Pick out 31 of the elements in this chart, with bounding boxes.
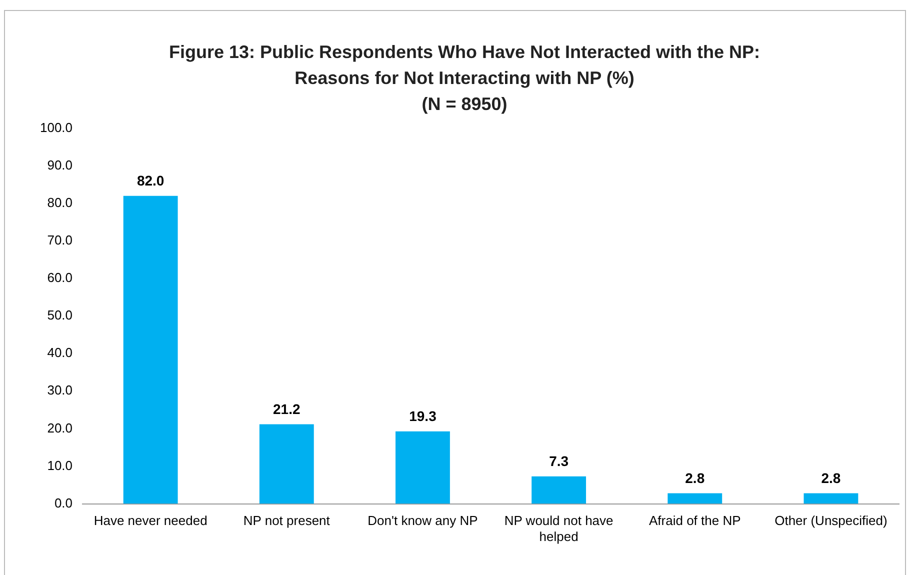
y-tick-label: 100.0 bbox=[40, 120, 73, 135]
data-label: 2.8 bbox=[821, 470, 841, 486]
y-tick-label: 90.0 bbox=[47, 157, 73, 172]
y-tick-label: 40.0 bbox=[47, 345, 73, 360]
bar bbox=[396, 431, 450, 504]
bar bbox=[532, 476, 586, 504]
x-tick-label: NP not present bbox=[243, 513, 330, 528]
data-label: 2.8 bbox=[685, 470, 705, 486]
bar bbox=[123, 196, 178, 504]
x-tick-label: Afraid of the NP bbox=[648, 513, 741, 528]
y-tick-label: 10.0 bbox=[47, 458, 73, 473]
x-tick-label: NP would not have helped bbox=[504, 513, 614, 544]
y-tick-label: 20.0 bbox=[47, 420, 73, 436]
x-tick-label: Other (Unspecified) bbox=[774, 513, 888, 528]
y-tick-label: 50.0 bbox=[47, 308, 73, 323]
data-label: 82.0 bbox=[136, 172, 164, 189]
bar bbox=[259, 424, 314, 504]
y-tick-label: 0.0 bbox=[54, 495, 73, 510]
data-label: 21.2 bbox=[273, 401, 300, 418]
y-tick-label: 80.0 bbox=[47, 194, 73, 210]
y-tick-label: 70.0 bbox=[47, 232, 73, 248]
y-tick-label: 60.0 bbox=[47, 270, 73, 286]
y-tick-label: 30.0 bbox=[47, 382, 73, 398]
bar bbox=[804, 493, 858, 504]
x-tick-label: Don't know any NP bbox=[368, 513, 478, 528]
data-label: 7.3 bbox=[549, 453, 569, 470]
chart-title: Figure 13: Public Respondents Who Have Not Interacted with the NP: Reasons for Not Interacting with NP (%) bbox=[168, 42, 760, 88]
data-label: 19.3 bbox=[409, 408, 437, 424]
x-tick-label: Have never needed bbox=[94, 513, 208, 528]
chart-subtitle: (N = 8950) bbox=[422, 94, 508, 114]
bar bbox=[668, 493, 722, 504]
